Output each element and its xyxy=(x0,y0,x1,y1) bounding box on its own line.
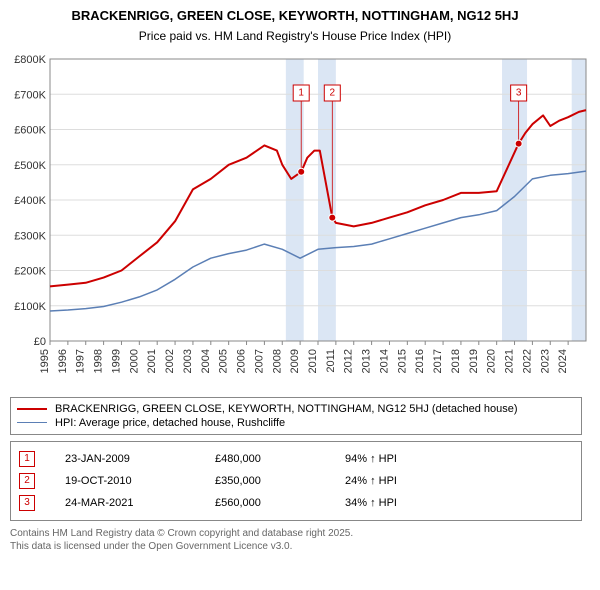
svg-text:2018: 2018 xyxy=(450,349,462,373)
event-row: 2 19-OCT-2010 £350,000 24% ↑ HPI xyxy=(19,470,573,492)
svg-text:2022: 2022 xyxy=(521,349,533,373)
svg-text:2009: 2009 xyxy=(289,349,301,373)
event-row: 1 23-JAN-2009 £480,000 94% ↑ HPI xyxy=(19,448,573,470)
svg-text:£100K: £100K xyxy=(14,301,46,313)
event-date: 24-MAR-2021 xyxy=(65,497,185,509)
events-table: 1 23-JAN-2009 £480,000 94% ↑ HPI 2 19-OCT-201… xyxy=(10,441,582,521)
svg-text:1998: 1998 xyxy=(93,349,105,373)
svg-text:£600K: £600K xyxy=(14,124,46,136)
legend: BRACKENRIGG, GREEN CLOSE, KEYWORTH, NOTT… xyxy=(10,397,582,435)
svg-text:2017: 2017 xyxy=(432,349,444,373)
svg-text:£700K: £700K xyxy=(14,89,46,101)
chart-plot-area: £0 £100K £200K £300K £400K £500K £600K £700K £80… xyxy=(6,51,590,391)
svg-text:2024: 2024 xyxy=(557,349,569,373)
svg-text:£500K: £500K xyxy=(14,160,46,172)
svg-text:2013: 2013 xyxy=(361,349,373,373)
svg-text:2015: 2015 xyxy=(396,349,408,373)
legend-label: BRACKENRIGG, GREEN CLOSE, KEYWORTH, NOTT… xyxy=(55,403,518,415)
svg-text:1: 1 xyxy=(298,87,304,98)
event-price: £560,000 xyxy=(215,497,315,509)
svg-text:£300K: £300K xyxy=(14,230,46,242)
footnote-line: This data is licensed under the Open Gov… xyxy=(10,540,582,553)
svg-text:2006: 2006 xyxy=(236,349,248,373)
svg-text:1997: 1997 xyxy=(75,349,87,373)
legend-row: HPI: Average price, detached house, Rush… xyxy=(17,416,575,430)
svg-text:2014: 2014 xyxy=(378,349,390,373)
event-marker: 3 xyxy=(19,495,35,511)
svg-text:2000: 2000 xyxy=(128,349,140,373)
legend-row: BRACKENRIGG, GREEN CLOSE, KEYWORTH, NOTT… xyxy=(17,402,575,416)
footnote: Contains HM Land Registry data © Crown c… xyxy=(10,527,582,553)
event-row: 3 24-MAR-2021 £560,000 34% ↑ HPI xyxy=(19,492,573,514)
event-diff: 24% ↑ HPI xyxy=(345,475,573,487)
line-chart-svg: £0 £100K £200K £300K £400K £500K £600K £700K £80… xyxy=(6,51,590,391)
svg-text:2010: 2010 xyxy=(307,349,319,373)
event-marker: 2 xyxy=(19,473,35,489)
svg-text:2: 2 xyxy=(330,87,336,98)
svg-text:2019: 2019 xyxy=(468,349,480,373)
svg-text:1996: 1996 xyxy=(57,349,69,373)
chart-title: BRACKENRIGG, GREEN CLOSE, KEYWORTH, NOTT… xyxy=(0,8,590,25)
svg-text:£400K: £400K xyxy=(14,195,46,207)
event-date: 19-OCT-2010 xyxy=(65,475,185,487)
legend-label: HPI: Average price, detached house, Rush… xyxy=(55,417,285,429)
svg-text:2002: 2002 xyxy=(164,349,176,373)
svg-text:2004: 2004 xyxy=(200,349,212,373)
chart-container: BRACKENRIGG, GREEN CLOSE, KEYWORTH, NOTT… xyxy=(0,0,600,559)
event-marker: 1 xyxy=(19,451,35,467)
event-price: £350,000 xyxy=(215,475,315,487)
svg-text:3: 3 xyxy=(516,87,522,98)
event-diff: 34% ↑ HPI xyxy=(345,497,573,509)
legend-swatch xyxy=(17,408,47,410)
svg-text:£800K: £800K xyxy=(14,54,46,66)
svg-text:2020: 2020 xyxy=(486,349,498,373)
svg-text:2023: 2023 xyxy=(539,349,551,373)
svg-text:2016: 2016 xyxy=(414,349,426,373)
svg-text:2001: 2001 xyxy=(146,349,158,373)
event-price: £480,000 xyxy=(215,453,315,465)
svg-text:2007: 2007 xyxy=(253,349,265,373)
svg-text:2005: 2005 xyxy=(218,349,230,373)
event-diff: 94% ↑ HPI xyxy=(345,453,573,465)
svg-text:1999: 1999 xyxy=(110,349,122,373)
svg-text:£0: £0 xyxy=(34,336,46,348)
svg-text:1995: 1995 xyxy=(39,349,51,373)
svg-text:2011: 2011 xyxy=(325,349,337,373)
footnote-line: Contains HM Land Registry data © Crown c… xyxy=(10,527,582,540)
event-date: 23-JAN-2009 xyxy=(65,453,185,465)
svg-text:2008: 2008 xyxy=(271,349,283,373)
svg-text:2021: 2021 xyxy=(504,349,516,373)
svg-text:2012: 2012 xyxy=(343,349,355,373)
legend-swatch xyxy=(17,422,47,423)
chart-subtitle: Price paid vs. HM Land Registry's House … xyxy=(0,29,590,43)
svg-text:£200K: £200K xyxy=(14,265,46,277)
svg-text:2003: 2003 xyxy=(182,349,194,373)
